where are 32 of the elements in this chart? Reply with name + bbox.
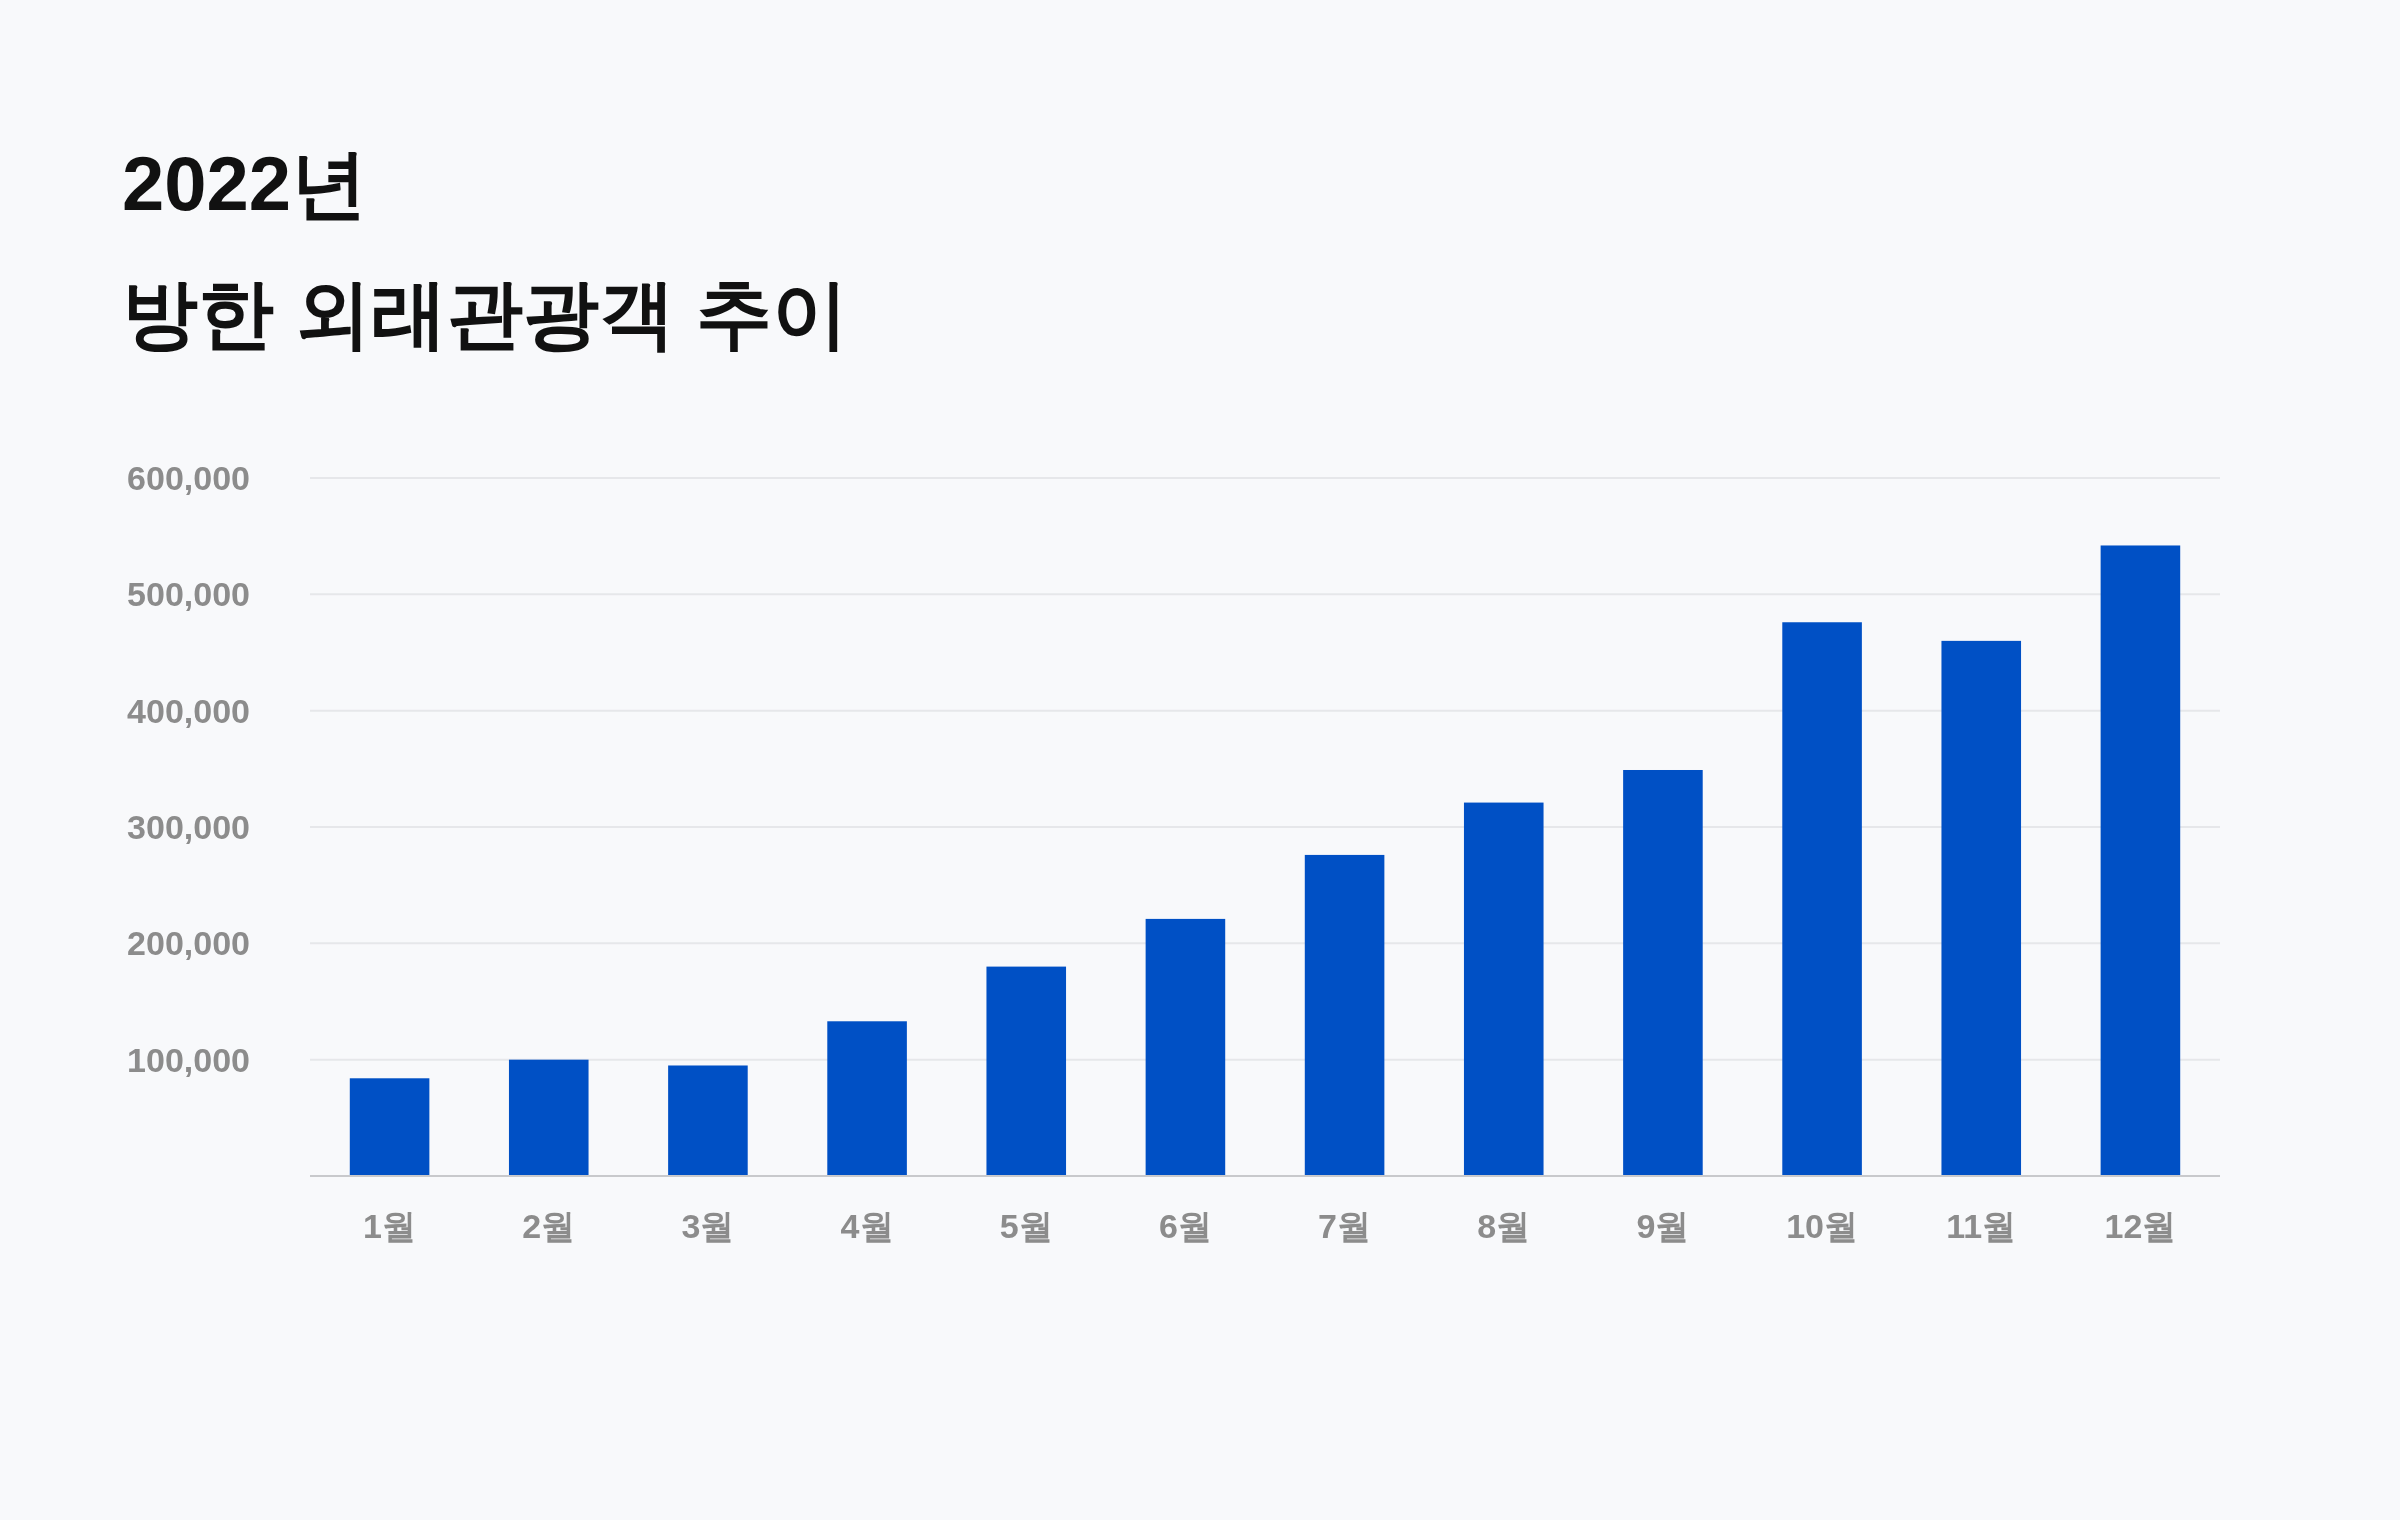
bar [668,1065,748,1176]
bar [349,1078,430,1176]
x-tick-label: 7월 [1318,1207,1372,1245]
x-tick-label: 9월 [1636,1207,1690,1245]
x-tick-label: 4월 [840,1207,894,1245]
x-tick-label: 1월 [363,1207,417,1245]
chart-title: 2022년 [122,141,368,226]
bar [1782,622,1862,1176]
y-tick-label: 500,000 [127,575,250,614]
x-tick-label: 2월 [522,1207,576,1245]
bar [1463,802,1544,1176]
x-tick-label: 10월 [1786,1207,1858,1245]
x-tick-label: 5월 [999,1207,1053,1245]
x-tick-label: 11월 [1946,1207,2017,1245]
x-tick-label: 6월 [1158,1207,1212,1245]
y-tick-label: 300,000 [127,808,250,846]
x-tick-label: 12월 [2104,1207,2177,1245]
y-tick-label: 100,000 [127,1040,250,1079]
bar [1304,854,1385,1176]
y-tick-label: 600,000 [127,459,250,497]
bar [986,966,1067,1176]
bar [2100,545,2181,1176]
bar [1941,640,2022,1176]
bar [827,1021,907,1176]
bar [508,1059,589,1176]
x-tick-label: 8월 [1477,1207,1531,1245]
bar [1145,918,1226,1176]
y-tick-label: 200,000 [127,924,250,963]
chart-subtitle: 방한 외래관광객 추이 [122,271,849,356]
bar [1623,770,1703,1176]
y-tick-label: 400,000 [127,691,250,730]
x-tick-label: 3월 [681,1207,735,1245]
